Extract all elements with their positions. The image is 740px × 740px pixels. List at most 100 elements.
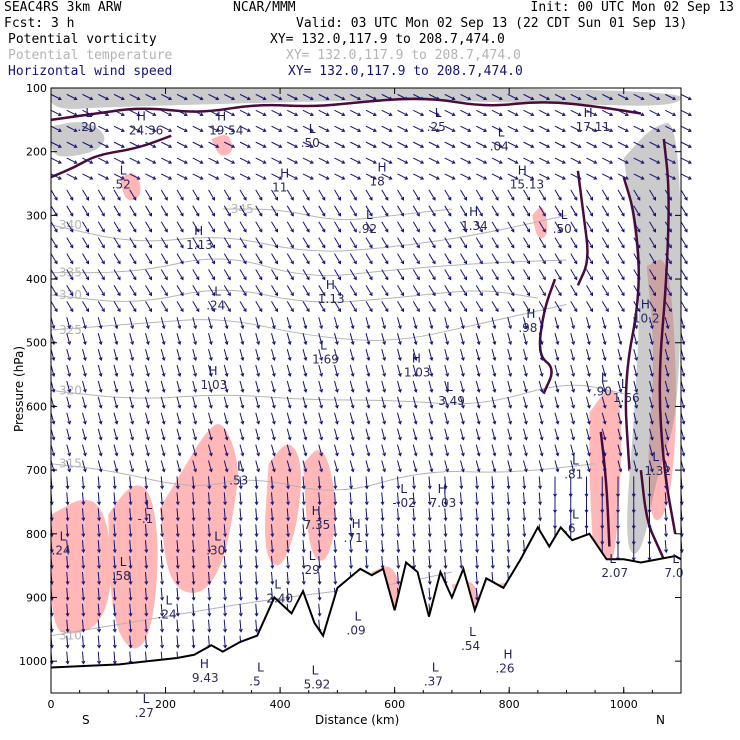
wind-arrowhead [609, 144, 614, 148]
wind-arrowhead [624, 112, 629, 117]
wind-arrowhead [460, 388, 465, 393]
wind-arrowhead [290, 196, 294, 201]
wind-vector [223, 428, 228, 440]
wind-vector [381, 444, 386, 456]
wind-arrowhead [207, 549, 212, 554]
wind-arrowhead [636, 212, 641, 217]
wind-arrowhead [561, 176, 566, 180]
wind-arrowhead [649, 341, 654, 346]
wind-vector [617, 412, 622, 424]
wind-vector [271, 157, 282, 164]
wind-arrowhead [334, 388, 339, 393]
wind-arrowhead [240, 436, 245, 441]
wind-arrowhead [81, 485, 86, 490]
wind-arrowhead [319, 436, 324, 441]
wind-arrowhead [558, 212, 562, 217]
wind-vector [82, 157, 93, 164]
wind-vector [302, 348, 307, 361]
wind-arrowhead [191, 533, 196, 538]
wind-vector [444, 364, 449, 377]
wind-arrowhead [364, 501, 369, 506]
wind-arrowhead [98, 325, 103, 330]
wind-vector [113, 460, 118, 472]
wind-arrowhead [309, 128, 314, 132]
wind-vector [617, 221, 625, 232]
wind-arrowhead [148, 244, 153, 249]
wind-vector [649, 221, 656, 232]
wind-arrowhead [447, 228, 452, 233]
wind-vector [255, 348, 260, 361]
wind-arrowhead [321, 292, 326, 297]
wind-vector [554, 348, 559, 361]
wind-arrowhead [238, 517, 243, 522]
wind-vector [428, 93, 440, 100]
wind-vector [601, 317, 606, 329]
pv-extremum-value: 5.92 [304, 677, 331, 691]
wind-arrowhead [117, 228, 121, 233]
wind-arrowhead [175, 565, 180, 570]
wind-vector [538, 205, 546, 217]
wind-arrowhead [445, 452, 450, 457]
wind-arrowhead [353, 212, 357, 217]
wind-vector [192, 635, 195, 648]
wind-vector [255, 93, 266, 100]
wind-vector [586, 157, 597, 164]
wind-vector [523, 109, 534, 116]
wind-arrowhead [445, 420, 450, 425]
wind-arrowhead [404, 112, 409, 117]
wind-arrowhead [372, 128, 377, 132]
wind-vector [145, 396, 149, 408]
wind-vector [349, 317, 354, 329]
wind-vector [381, 348, 386, 361]
wind-vector [145, 571, 147, 585]
wind-arrowhead [231, 176, 236, 180]
pv-extremum-symbol: L [609, 552, 616, 566]
wind-arrowhead [120, 144, 125, 148]
wind-vector [570, 396, 575, 408]
pv-extremum-value: .5 [249, 674, 260, 688]
wind-arrowhead [306, 212, 310, 217]
wind-vector [82, 109, 93, 116]
wind-vector [208, 125, 219, 132]
wind-arrowhead [618, 373, 623, 377]
wind-vector [82, 412, 86, 424]
wind-arrowhead [180, 292, 184, 297]
wind-arrowhead [492, 468, 497, 473]
wind-arrowhead [73, 96, 78, 101]
wind-vector [318, 93, 329, 100]
wind-arrowhead [589, 244, 594, 249]
wind-arrowhead [199, 128, 204, 132]
wind-vector [239, 396, 244, 408]
pv-extremum-symbol: L [166, 593, 173, 607]
wind-vector [66, 237, 74, 248]
wind-vector [255, 571, 258, 585]
wind-vector [287, 157, 298, 164]
wind-arrowhead [443, 501, 448, 506]
wind-vector [586, 189, 593, 201]
wind-vector [444, 444, 449, 456]
wind-vector [365, 301, 373, 312]
wind-arrowhead [479, 212, 483, 217]
wind-arrowhead [180, 308, 184, 313]
wind-vector [365, 333, 370, 345]
wind-arrowhead [321, 260, 326, 265]
wind-arrowhead [420, 112, 425, 117]
wind-arrowhead [523, 436, 528, 441]
wind-vector [145, 524, 147, 537]
wind-vector [601, 189, 609, 201]
wind-vector [633, 444, 638, 456]
wind-arrowhead [132, 212, 137, 217]
wind-arrowhead [649, 436, 654, 441]
north-endpoint-label: N [656, 713, 665, 727]
wind-vector [381, 460, 386, 472]
wind-arrowhead [274, 308, 279, 313]
wind-vector [586, 109, 597, 116]
wind-arrowhead [223, 549, 228, 554]
wind-arrowhead [175, 549, 180, 554]
wind-vector [129, 301, 137, 312]
wind-arrowhead [334, 357, 339, 362]
wind-vector [145, 205, 152, 217]
wind-arrowhead [530, 160, 535, 164]
wind-vector [444, 125, 455, 132]
wind-vector [349, 476, 352, 489]
